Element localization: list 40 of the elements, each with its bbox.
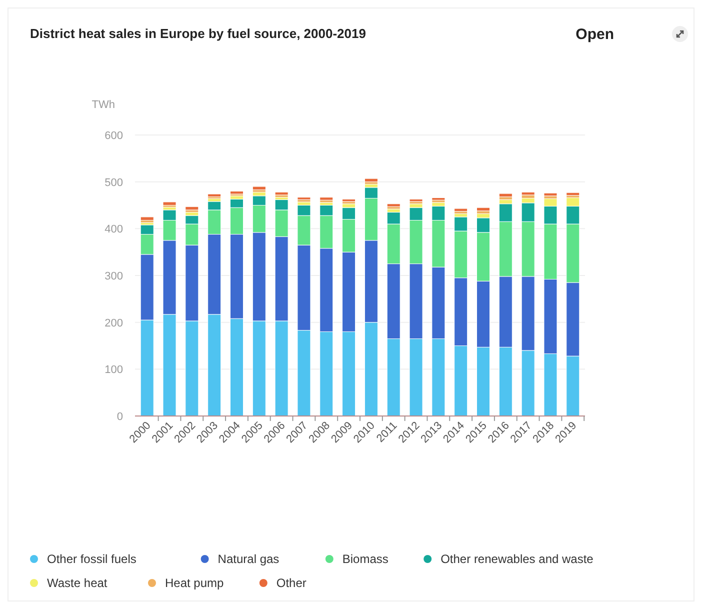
y-tick-label: 400: [104, 224, 123, 236]
bar: [342, 198, 356, 202]
y-tick-label: 600: [104, 130, 123, 142]
legend-label: Other fossil fuels: [47, 552, 136, 566]
legend-label: Other renewables and waste: [440, 552, 594, 566]
text: Open: [576, 26, 614, 43]
bar: [432, 198, 446, 200]
bar: [454, 208, 468, 212]
bar: [476, 207, 490, 212]
legend-label: Waste heat: [47, 576, 108, 590]
y-tick-label: 200: [104, 317, 123, 330]
chart-title: District heat sales in Europe by fuel source, 2000-2019: [30, 26, 366, 41]
bar: [297, 199, 311, 202]
y-axis-title: TWh: [92, 99, 115, 111]
bar: [252, 186, 266, 190]
y-tick-label: 0: [116, 411, 123, 423]
bar: [297, 197, 311, 200]
bar: [162, 202, 176, 206]
bar: [386, 204, 400, 207]
y-tick-label: 500: [104, 176, 123, 189]
bar: [521, 192, 535, 196]
legend-label: Heat pump: [165, 576, 224, 590]
bar: [476, 210, 490, 214]
y-tick-label: 300: [104, 270, 123, 282]
legend-label: Other: [276, 576, 306, 590]
y-tick-label: 100: [104, 364, 123, 376]
legend-label: Biomass: [342, 552, 388, 566]
bar: [274, 192, 288, 196]
bar: [320, 197, 334, 200]
bar: [140, 216, 154, 220]
legend-label: Natural gas: [218, 552, 280, 566]
bar: [432, 200, 446, 203]
bar: [498, 196, 512, 200]
bar: [544, 192, 558, 196]
bar: [498, 193, 512, 198]
bar: [185, 206, 199, 210]
bar: [409, 198, 423, 202]
bar: [364, 178, 378, 182]
bar: [566, 192, 580, 196]
bar: [208, 194, 222, 198]
